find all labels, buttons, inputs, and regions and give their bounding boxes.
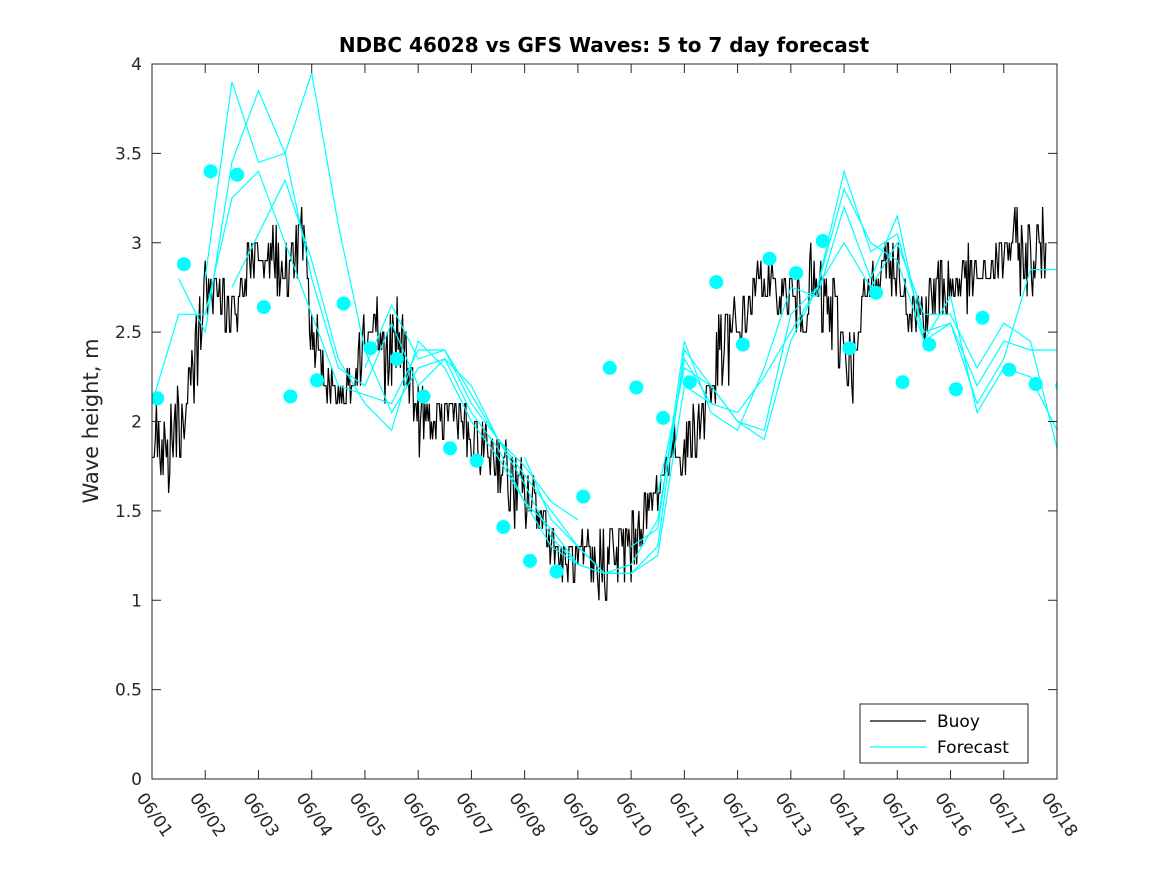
forecast-point bbox=[310, 373, 324, 388]
forecast-point bbox=[735, 337, 750, 352]
forecast-point bbox=[389, 351, 404, 366]
forecast-point bbox=[176, 257, 191, 272]
forecast-point bbox=[975, 310, 990, 325]
forecast-point bbox=[629, 380, 644, 395]
forecast-line-8 bbox=[657, 241, 1057, 494]
legend: Buoy Forecast bbox=[859, 703, 1029, 764]
legend-label-2: Forecast bbox=[937, 738, 1009, 758]
buoy-line bbox=[152, 206, 1047, 601]
y-tick-label: 3 bbox=[131, 234, 142, 254]
chart-title: NDBC 46028 vs GFS Waves: 5 to 7 day fore… bbox=[339, 33, 870, 57]
y-tick-label: 1 bbox=[131, 591, 142, 611]
y-tick-label: 1.5 bbox=[115, 502, 142, 522]
y-tick-label: 2 bbox=[131, 413, 142, 433]
forecast-point bbox=[789, 266, 804, 281]
plot-area bbox=[152, 64, 1057, 779]
legend-label-1: Buoy bbox=[937, 712, 980, 732]
y-tick-label: 0.5 bbox=[115, 681, 142, 701]
forecast-point bbox=[842, 341, 857, 356]
y-tick-label: 3.5 bbox=[115, 144, 142, 164]
forecast-point bbox=[762, 251, 777, 266]
forecast-point bbox=[682, 375, 697, 390]
forecast-point bbox=[363, 341, 378, 356]
forecast-point bbox=[922, 337, 937, 352]
forecast-point bbox=[443, 441, 458, 456]
y-axis-label: Wave height, m bbox=[79, 338, 103, 503]
forecast-point bbox=[523, 553, 537, 568]
forecast-point bbox=[602, 360, 617, 375]
y-tick-label: 4 bbox=[131, 55, 142, 75]
forecast-point bbox=[152, 391, 165, 406]
forecast-point bbox=[336, 296, 351, 311]
forecast-point bbox=[948, 382, 963, 397]
forecast-point bbox=[496, 520, 511, 534]
forecast-point bbox=[1028, 377, 1043, 391]
forecast-line-2 bbox=[178, 89, 579, 565]
data-layer bbox=[152, 72, 1057, 601]
forecast-line-3 bbox=[204, 72, 632, 575]
forecast-point bbox=[549, 564, 564, 579]
legend-box bbox=[859, 703, 1029, 764]
forecast-point bbox=[256, 300, 271, 315]
y-tick-label: 2.5 bbox=[115, 323, 142, 343]
forecast-point bbox=[230, 167, 245, 182]
forecast-point bbox=[895, 375, 910, 390]
forecast-point bbox=[283, 389, 298, 404]
plot-background bbox=[152, 64, 1057, 779]
forecast-point bbox=[709, 275, 724, 290]
forecast-line-4 bbox=[231, 178, 712, 575]
forecast-point bbox=[416, 389, 431, 404]
forecast-line-6 bbox=[524, 169, 1057, 575]
forecast-point bbox=[203, 164, 218, 179]
forecast-point bbox=[869, 285, 883, 300]
forecast-point bbox=[815, 234, 830, 248]
forecast-point bbox=[1002, 362, 1017, 377]
forecast-line-1 bbox=[152, 170, 579, 521]
forecast-point bbox=[576, 489, 591, 504]
forecast-line-7 bbox=[630, 205, 1057, 548]
forecast-point bbox=[656, 410, 671, 425]
y-tick-label: 0 bbox=[131, 770, 142, 790]
forecast-point bbox=[469, 453, 484, 468]
